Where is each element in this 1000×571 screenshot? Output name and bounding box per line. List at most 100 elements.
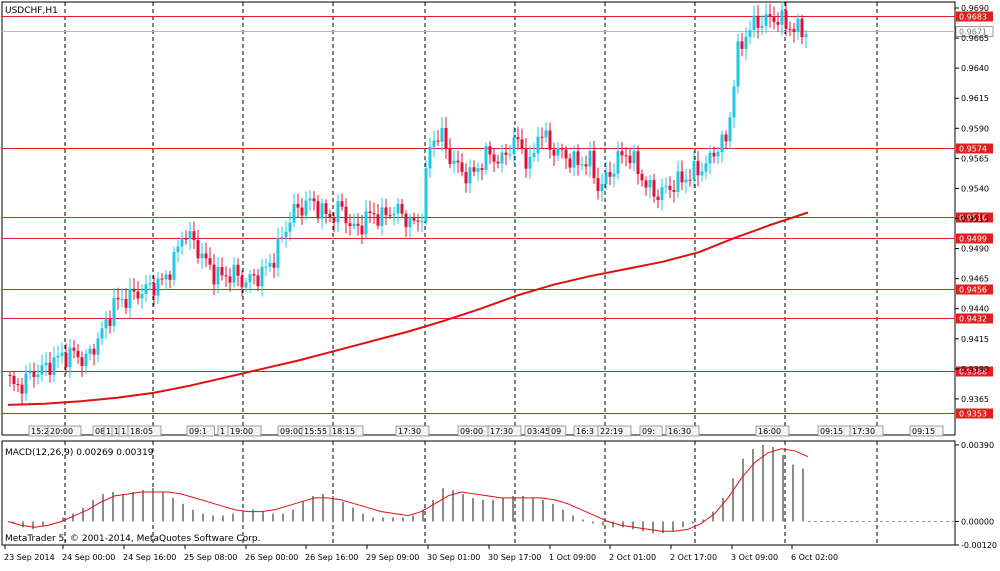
candle-body xyxy=(684,179,688,183)
time-tag-label: 19:00 xyxy=(230,427,253,436)
candle-body xyxy=(264,266,268,268)
candle-body xyxy=(456,160,460,163)
candle-body xyxy=(656,196,660,201)
candle-body xyxy=(108,319,112,326)
candle-body xyxy=(552,149,556,156)
level-price-label: 0.9683 xyxy=(959,13,987,22)
candle-body xyxy=(204,253,208,259)
candle-body xyxy=(592,150,596,179)
candle-body xyxy=(616,151,620,174)
time-tag-label: 17:30 xyxy=(852,427,875,436)
price-tick-label: 0.9590 xyxy=(961,124,989,133)
price-tick-label: 0.9365 xyxy=(961,395,989,404)
macd-tick-label: 0.00390 xyxy=(961,441,994,450)
candle-body xyxy=(180,238,184,247)
candle-body xyxy=(296,203,300,208)
time-tag-box xyxy=(548,425,567,437)
price-tick-label: 0.9640 xyxy=(961,64,989,73)
candle-body xyxy=(320,203,324,219)
time-tag-label: 1 xyxy=(121,427,126,436)
candle-body xyxy=(268,262,272,267)
candle-body xyxy=(48,362,52,376)
level-price-tag xyxy=(956,366,993,377)
candle-body xyxy=(500,152,504,164)
candle-body xyxy=(72,347,76,351)
time-tag-label: 15:2 xyxy=(31,427,49,436)
candle-body xyxy=(32,371,36,378)
candle-body xyxy=(436,140,440,142)
candle-body xyxy=(728,117,732,142)
time-tick-label: 26 Sep 00:00 xyxy=(245,553,298,562)
candle-body xyxy=(504,152,508,155)
time-tag-label: 03:45 xyxy=(527,427,550,436)
time-tag-box xyxy=(47,425,82,437)
candle-body xyxy=(508,154,512,156)
candle-body xyxy=(692,160,696,180)
candle-body xyxy=(672,190,676,192)
level-price-tag xyxy=(956,143,993,154)
level-price-label: 0.9499 xyxy=(959,235,987,244)
time-tick-label: 23 Sep 2014 xyxy=(4,553,55,562)
time-tag-box xyxy=(597,425,632,437)
candle-body xyxy=(352,223,356,226)
candle-body xyxy=(704,163,708,172)
candle-body xyxy=(144,284,148,295)
time-tick-label: 30 Sep 01:00 xyxy=(427,553,480,562)
candle-body xyxy=(488,146,492,155)
candle-body xyxy=(128,288,132,308)
candle-body xyxy=(120,299,124,301)
time-tag-label: 15:55 xyxy=(304,427,327,436)
candle-body xyxy=(404,213,408,228)
candle-body xyxy=(700,171,704,176)
candle-body xyxy=(660,187,664,201)
time-tag-label: 09:1 xyxy=(189,427,207,436)
candle-body xyxy=(76,350,80,358)
candle-body xyxy=(396,203,400,214)
candle-body xyxy=(388,215,392,217)
candle-body xyxy=(708,152,712,164)
candle-body xyxy=(8,374,12,376)
candle-body xyxy=(96,338,100,355)
candle-body xyxy=(252,274,256,276)
candle-body xyxy=(528,156,532,169)
bid-price-label: 0.9671 xyxy=(959,28,987,37)
candle-body xyxy=(516,137,520,140)
candle-body xyxy=(776,22,780,25)
time-tags: 15:2 20:00 08 1 1 1 18:05 09:1 1 19:00 09:00 15:55 1… xyxy=(28,425,944,437)
candle-body xyxy=(452,160,456,164)
time-tick-label: 1 Oct 09:00 xyxy=(549,553,596,562)
candle-body xyxy=(212,264,216,285)
time-tick-label: 25 Sep 08:00 xyxy=(184,553,237,562)
candle-body xyxy=(416,220,420,222)
candle-body xyxy=(88,348,92,354)
price-tick-label: 0.9565 xyxy=(961,154,989,163)
time-tag-box xyxy=(487,425,522,437)
candle-body xyxy=(584,164,588,167)
candle-body xyxy=(736,41,740,87)
time-tag-box xyxy=(395,425,430,437)
candle-body xyxy=(260,266,264,287)
time-axis: 23 Sep 2014 24 Sep 00:00 24 Sep 16:00 25 Se… xyxy=(4,545,838,562)
candle-body xyxy=(232,264,236,283)
candle-body xyxy=(748,30,752,37)
price-tick-label: 0.9390 xyxy=(961,365,989,374)
candle-body xyxy=(556,148,560,156)
candle-body xyxy=(112,297,116,326)
candle-body xyxy=(520,139,524,149)
candle-body xyxy=(492,154,496,162)
candle-body xyxy=(156,278,160,296)
candle-body xyxy=(676,171,680,192)
candle-body xyxy=(688,179,692,181)
candle-body xyxy=(480,168,484,170)
candle-body xyxy=(696,160,700,176)
time-tag-label: 09:00 xyxy=(460,427,483,436)
candle-body xyxy=(340,201,344,207)
time-tick-label: 26 Sep 16:00 xyxy=(305,553,358,562)
candle-body xyxy=(784,10,788,29)
candle-body xyxy=(360,225,364,235)
candle-body xyxy=(44,362,48,366)
copyright-text: MetaTrader 5, © 2001-2014, MetaQuotes So… xyxy=(5,534,261,544)
candle-body xyxy=(292,203,296,223)
